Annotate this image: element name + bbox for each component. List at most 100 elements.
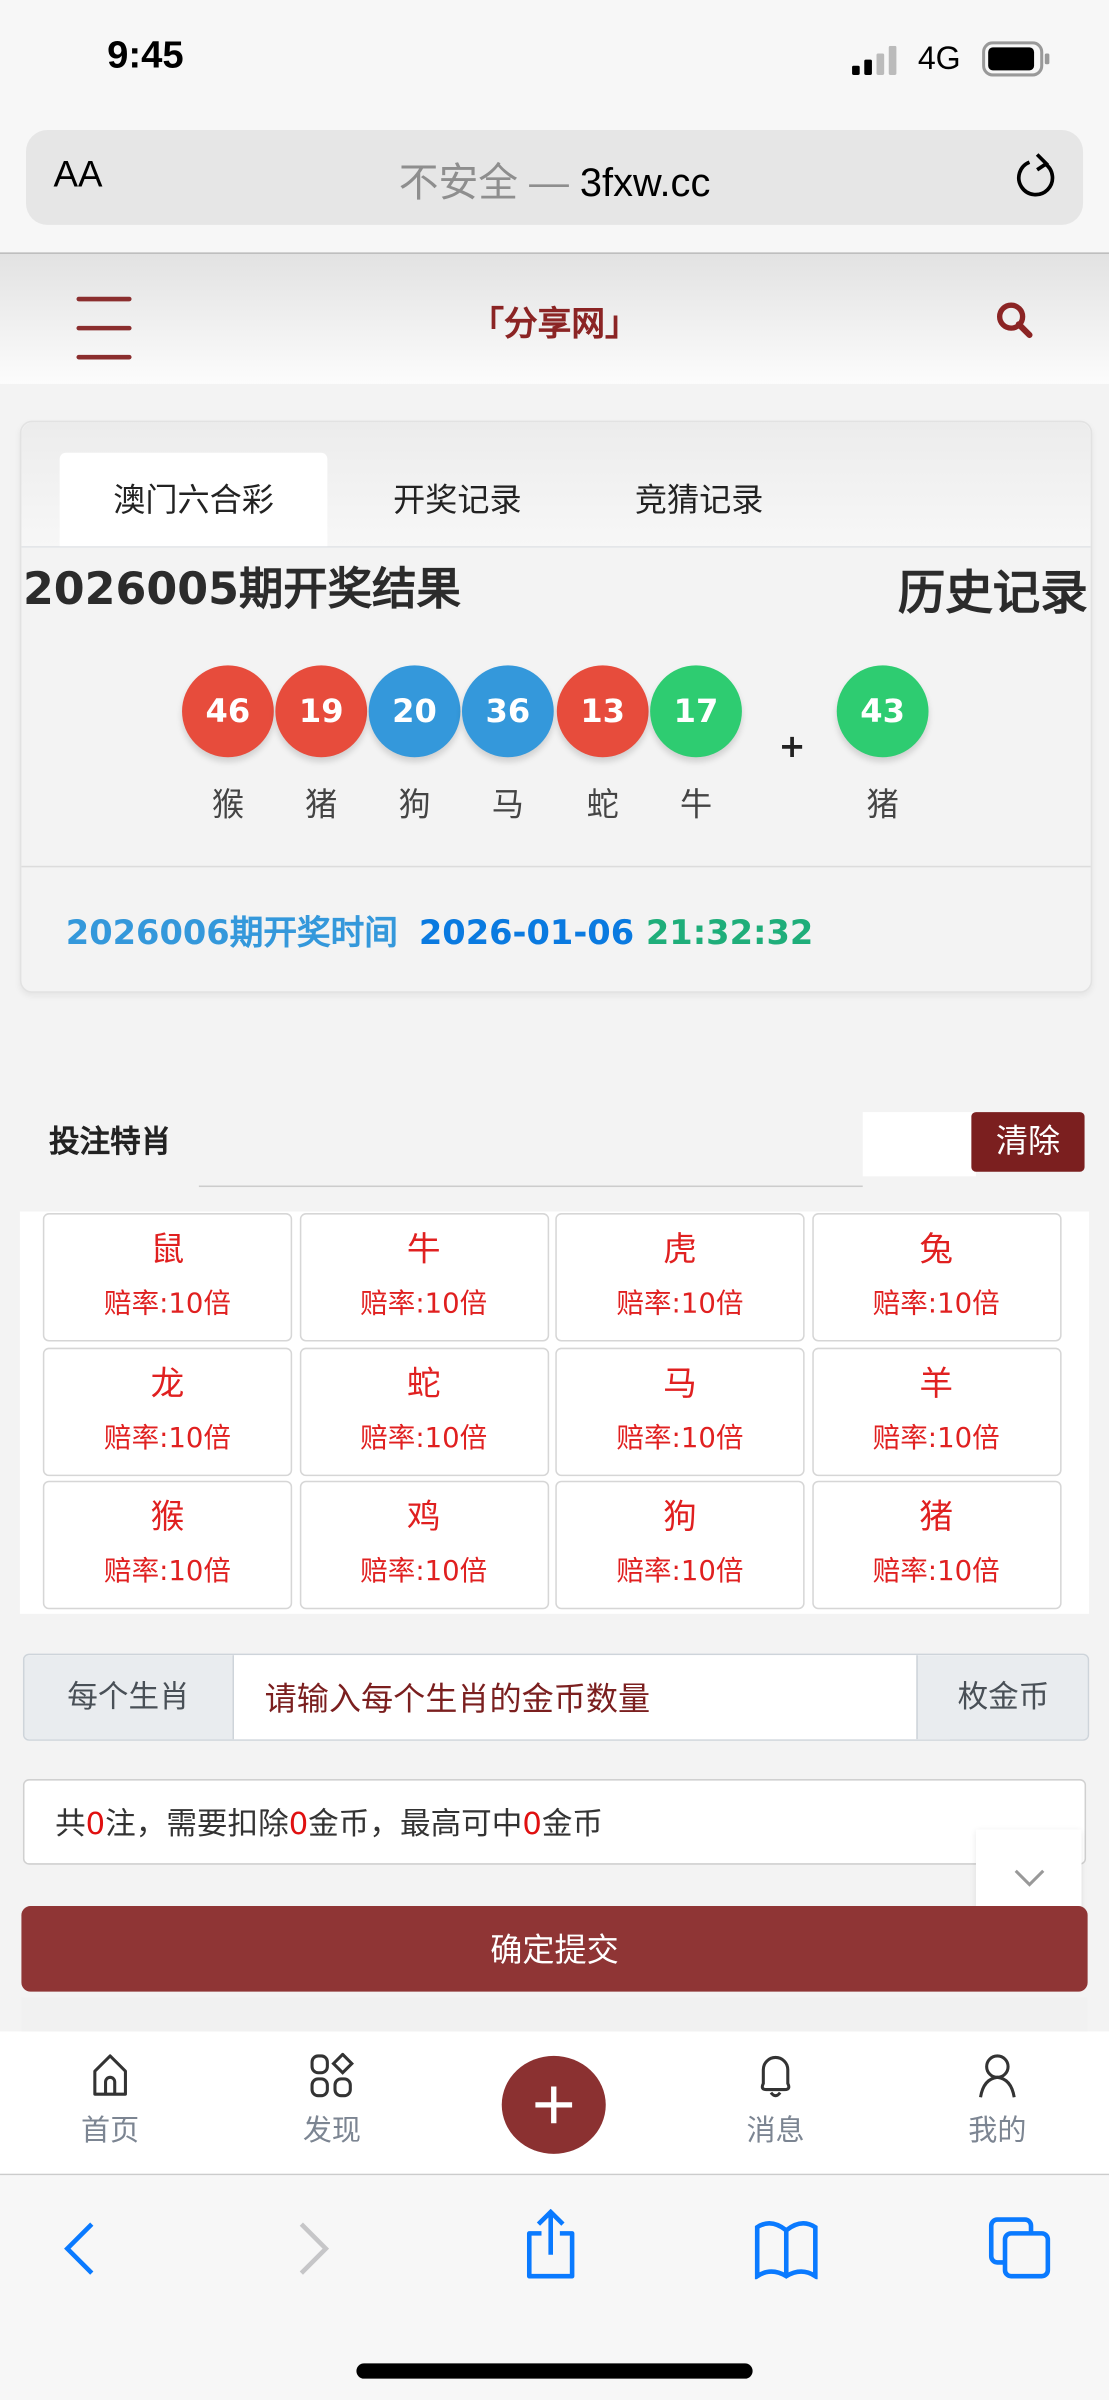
tab-home[interactable]: 首页 [34,2031,187,2173]
next-draw-time: 21:32:32 [645,914,814,954]
zodiac-name: 猪 [919,1499,954,1538]
home-icon [93,2054,127,2096]
tab-label: 首页 [81,2114,140,2148]
zodiac-name: 狗 [663,1499,697,1538]
summary-text: 金币，最高可中 [308,1805,523,1842]
zodiac-grid: 鼠赔率:10倍牛赔率:10倍虎赔率:10倍兔赔率:10倍龙赔率:10倍蛇赔率:1… [19,1211,1090,1614]
tab-label: 消息 [746,2114,805,2148]
zodiac-option[interactable]: 狗赔率:10倍 [555,1480,805,1610]
zodiac-option[interactable]: 猴赔率:10倍 [42,1480,293,1610]
next-draw-label: 2026006期开奖时间 [65,914,398,954]
tab-macau-lottery[interactable]: 澳门六合彩 [59,452,328,547]
ball-zodiac: 狗 [398,786,431,823]
zodiac-option[interactable]: 虎赔率:10倍 [555,1213,805,1342]
zodiac-option[interactable]: 猪赔率:10倍 [811,1480,1061,1610]
site-header: 「分享网」 [0,252,1109,384]
next-draw: 2026006期开奖时间 2026-01-06 21:32:32 [66,906,814,955]
zodiac-option[interactable]: 龙赔率:10倍 [42,1346,293,1476]
zodiac-option[interactable]: 鸡赔率:10倍 [299,1480,549,1610]
battery-icon [982,41,1050,77]
ball-zodiac: 马 [491,786,524,823]
amount-prefix: 每个生肖 [24,1655,235,1740]
ball-zodiac: 蛇 [586,786,619,823]
plus-sign: + [778,728,806,765]
tab-draw-records[interactable]: 开奖记录 [393,481,522,519]
zodiac-odds: 赔率:10倍 [616,1421,744,1454]
result-card: 澳门六合彩 开奖记录 竞猜记录 2026005期开奖结果 历史记录 + 2026… [19,420,1093,993]
divider [198,1185,863,1188]
zodiac-odds: 赔率:10倍 [360,1421,488,1454]
share-icon[interactable] [523,2208,578,2279]
zodiac-odds: 赔率:10倍 [104,1288,231,1321]
history-link[interactable]: 历史记录 [897,565,1088,622]
tabs-icon[interactable] [987,2215,1054,2279]
home-indicator[interactable] [356,2363,753,2379]
hamburger-line [76,354,132,360]
site-title: 「分享网」 [470,305,639,345]
hamburger-line [76,325,132,331]
user-icon [979,2054,1016,2098]
tab-messages[interactable]: 消息 [699,2031,852,2173]
amount-input-group: 每个生肖 枚金币 [22,1653,1090,1741]
bet-count: 0 [85,1805,106,1842]
zodiac-option[interactable]: 马赔率:10倍 [555,1346,805,1476]
coin-amount-input[interactable] [234,1655,950,1740]
url-display[interactable]: 不安全 — 3fxw.cc [26,151,1083,208]
security-label: 不安全 [398,159,519,205]
lottery-ball: 19 [275,665,368,758]
zodiac-odds: 赔率:10倍 [616,1288,744,1321]
plus-icon [535,2086,573,2124]
address-bar[interactable]: AA 不安全 — 3fxw.cc [26,130,1084,225]
chevron-down-icon [1014,1869,1045,1887]
lottery-ball: 43 [836,665,929,758]
result-title: 2026005期开奖结果 [22,562,461,615]
zodiac-name: 马 [663,1365,697,1404]
zodiac-option[interactable]: 兔赔率:10倍 [811,1213,1061,1342]
ball-zodiac: 猴 [211,786,244,823]
zodiac-option[interactable]: 羊赔率:10倍 [811,1346,1061,1476]
menu-button[interactable] [58,266,150,373]
lottery-ball: 36 [461,665,554,758]
zodiac-name: 牛 [406,1231,441,1270]
zodiac-odds: 赔率:10倍 [872,1555,1000,1588]
tab-discover[interactable]: 发现 [255,2031,408,2173]
back-icon[interactable] [58,2221,98,2276]
zodiac-name: 猴 [150,1499,185,1538]
reload-icon[interactable] [1016,153,1059,202]
bet-cost: 0 [288,1805,309,1842]
ball-zodiac: 猪 [305,786,338,823]
bottom-tab-bar: 首页 发现 消息 我的 [0,2031,1109,2176]
signal-icon [852,45,897,75]
tab-guess-records[interactable]: 竞猜记录 [634,481,764,519]
summary-text: 金币 [541,1805,604,1842]
forward-icon[interactable] [295,2221,335,2276]
selected-zodiac-field[interactable] [862,1112,976,1177]
clear-button[interactable]: 清除 [971,1112,1085,1172]
zodiac-option[interactable]: 蛇赔率:10倍 [299,1346,549,1476]
zodiac-name: 羊 [919,1365,954,1404]
lottery-ball: 20 [368,665,461,758]
tab-bar: 澳门六合彩 开奖记录 竞猜记录 [21,422,1091,548]
lottery-ball: 13 [556,665,649,758]
domain-label: 3fxw.cc [579,159,711,205]
zodiac-option[interactable]: 鼠赔率:10倍 [42,1213,293,1342]
ball-zodiac: 牛 [679,786,713,823]
publish-button[interactable] [501,2055,606,2154]
zodiac-odds: 赔率:10倍 [872,1421,1000,1454]
bookmarks-icon[interactable] [753,2218,820,2280]
search-icon[interactable] [996,301,1036,341]
status-time: 9:45 [107,33,184,77]
next-draw-date: 2026-01-06 [418,914,635,954]
zodiac-odds: 赔率:10倍 [104,1555,231,1588]
submit-button[interactable]: 确定提交 [21,1906,1088,1992]
network-label: 4G [917,41,961,77]
tab-label: 我的 [968,2114,1027,2148]
zodiac-option[interactable]: 牛赔率:10倍 [299,1213,549,1342]
tab-profile[interactable]: 我的 [921,2031,1074,2173]
max-win: 0 [522,1805,542,1842]
bet-summary: 共0注，需要扣除0金币，最高可中0金币 [22,1779,1087,1865]
text-size-button[interactable]: AA [53,154,103,196]
ball-zodiac: 猪 [866,786,899,823]
tab-label: 发现 [302,2114,362,2148]
url-separator: — [518,159,580,205]
